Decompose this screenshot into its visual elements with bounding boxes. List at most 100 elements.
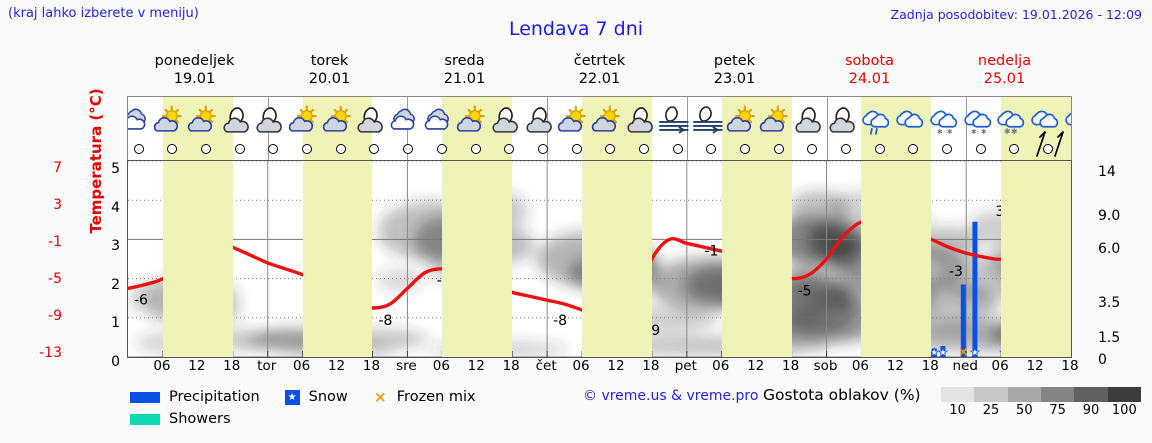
x-tick-06-24: 06	[991, 358, 1009, 374]
wind-direction-circle-6	[335, 144, 346, 154]
svg-text:-1: -1	[704, 243, 718, 259]
x-tick-18-26: 18	[1061, 358, 1079, 374]
daytime-band-6	[1001, 161, 1071, 357]
svg-text:-5: -5	[798, 284, 812, 300]
svg-text:★: ★	[970, 346, 980, 357]
cloudy-blue-icon	[1028, 98, 1062, 142]
x-tick-12-13: 12	[607, 358, 625, 374]
wind-direction-circle-27	[1043, 144, 1054, 154]
wind-direction-circle-12	[537, 144, 548, 154]
wind-direction-circle-24	[942, 144, 952, 154]
cloud-scale-box-100	[1107, 387, 1141, 402]
x-tick-06-4: 06	[293, 358, 311, 374]
svg-text:✱: ✱	[970, 128, 976, 135]
wind-direction-circle-7	[369, 144, 380, 154]
wind-direction-circle-15	[638, 144, 649, 154]
sleet-cloud-icon: ✱ ⋅ ✱	[927, 98, 961, 142]
day-name: petek	[713, 53, 756, 69]
wind-direction-circle-17	[706, 144, 717, 154]
icon-day-separator-5	[826, 97, 828, 160]
weather-icon-band: ✱ ⋅ ✱ ✱ ⋅ ✱ ✱ ✱	[127, 96, 1072, 160]
cloud-tick-6.0: 6.0	[1098, 241, 1121, 257]
meteogram[interactable]: ✱⋅✱✱⋅✱✱✱ ×★★★×★★★-6-1-8-4-8-4-9-1-51-33-…	[127, 96, 1072, 358]
cloud-scale-label-100: 100	[1111, 403, 1137, 418]
partly-sunny-icon	[152, 98, 186, 142]
fog-moon-icon	[657, 98, 691, 142]
temp-tick--5: -5	[48, 271, 62, 287]
cloud-scale-label-90: 90	[1082, 403, 1100, 418]
credit-link[interactable]: © vreme.us & vreme.pro	[583, 388, 759, 404]
svg-text:★: ★	[929, 346, 939, 357]
cloud-tick-9.0: 9.0	[1098, 208, 1121, 224]
day-header-6: nedelja 25.01	[937, 52, 1072, 94]
day-header-row: ponedeljek 19.01 torek 20.01 sreda 21.01 četrt…	[127, 52, 1072, 94]
day-header-5: sobota 24.01	[802, 52, 937, 94]
prec-tick-4: 4	[111, 199, 120, 216]
x-tick-06-0: 06	[153, 358, 171, 374]
svg-text:✱: ✱	[1004, 127, 1011, 135]
svg-text:-3: -3	[949, 264, 963, 280]
wind-direction-circle-26	[1009, 144, 1020, 154]
x-tick-06-20: 06	[851, 358, 870, 374]
partly-moon-icon	[489, 98, 523, 142]
daytime-band-3	[582, 161, 652, 357]
cloud-tick-0: 0	[1098, 352, 1107, 368]
day-header-1: torek 20.01	[262, 52, 397, 94]
svg-text:★: ★	[938, 346, 948, 357]
daytime-band-1	[302, 161, 373, 357]
location-menu-note: (kraj lahko izberete v meniju)	[8, 6, 199, 21]
partly-moon-icon	[826, 98, 860, 142]
x-tick-sob-19: sob	[813, 358, 838, 374]
day-name: četrtek	[573, 53, 626, 69]
partly-moon-icon	[523, 98, 557, 142]
x-tick-12-1: 12	[188, 358, 206, 374]
cloud-scale-label-25: 25	[982, 403, 1000, 418]
cloudy-blue-icon	[893, 98, 927, 142]
day-date: 24.01	[848, 71, 891, 87]
wind-direction-circle-13	[571, 144, 582, 154]
day-name: sobota	[844, 53, 895, 69]
cloudy-icon	[388, 98, 422, 142]
temp-tick--1: -1	[48, 234, 62, 250]
x-tick-18-10: 18	[502, 358, 520, 374]
day-name: sreda	[444, 53, 485, 69]
temp-tick-7: 7	[53, 160, 62, 176]
x-tick-pet-15: pet	[674, 358, 697, 374]
day-date: 20.01	[308, 71, 351, 87]
cloud-scale-box-75	[1040, 387, 1075, 402]
x-tick-tor-3: tor	[257, 358, 277, 374]
partly-moon-icon	[624, 98, 658, 142]
svg-text:3: 3	[996, 204, 1005, 220]
day-header-0: ponedeljek 19.01	[127, 52, 262, 94]
prec-tick-2: 2	[111, 276, 120, 293]
wind-direction-circle-23	[908, 144, 919, 154]
wind-direction-circle-21	[840, 144, 851, 154]
daytime-band-4	[721, 161, 792, 357]
wind-direction-circle-14	[605, 144, 616, 154]
wind-direction-circle-10	[470, 144, 481, 154]
svg-text:✱: ✱	[1011, 127, 1018, 135]
cloudy-blue-icon	[1062, 98, 1071, 142]
wind-direction-circle-18	[739, 144, 750, 154]
wind-direction-circle-3	[234, 144, 245, 154]
svg-text:✱: ✱	[947, 128, 953, 135]
icon-day-separator-6	[966, 97, 968, 160]
partly-sunny-icon	[186, 98, 220, 142]
temp-tick--9: -9	[48, 308, 62, 324]
cloud-scale-box-50	[1007, 387, 1041, 402]
partly-moon-icon	[354, 98, 388, 142]
cloud-scale-label-75: 75	[1049, 403, 1066, 418]
svg-text:-8: -8	[553, 313, 567, 329]
chart-legend: Precipitation ★ Snow × Frozen mix Shower…	[130, 386, 560, 430]
svg-text:×: ×	[958, 345, 969, 357]
partly-sunny-icon	[287, 98, 321, 142]
partly-moon-icon	[253, 98, 287, 142]
chart-plot-area[interactable]: ×★★★×★★★-6-1-8-4-8-4-9-1-51-33-22-1	[127, 160, 1072, 358]
day-header-4: petek 23.01	[667, 52, 802, 94]
wind-direction-circle-9	[436, 144, 447, 154]
wind-direction-circle-4	[268, 144, 279, 154]
x-tick-18-6: 18	[362, 358, 381, 374]
day-name: torek	[310, 53, 349, 69]
legend-label-showers: Showers	[169, 411, 231, 427]
cloud-density-scale-labels: 10 25 50 75 90 100	[941, 403, 1151, 419]
